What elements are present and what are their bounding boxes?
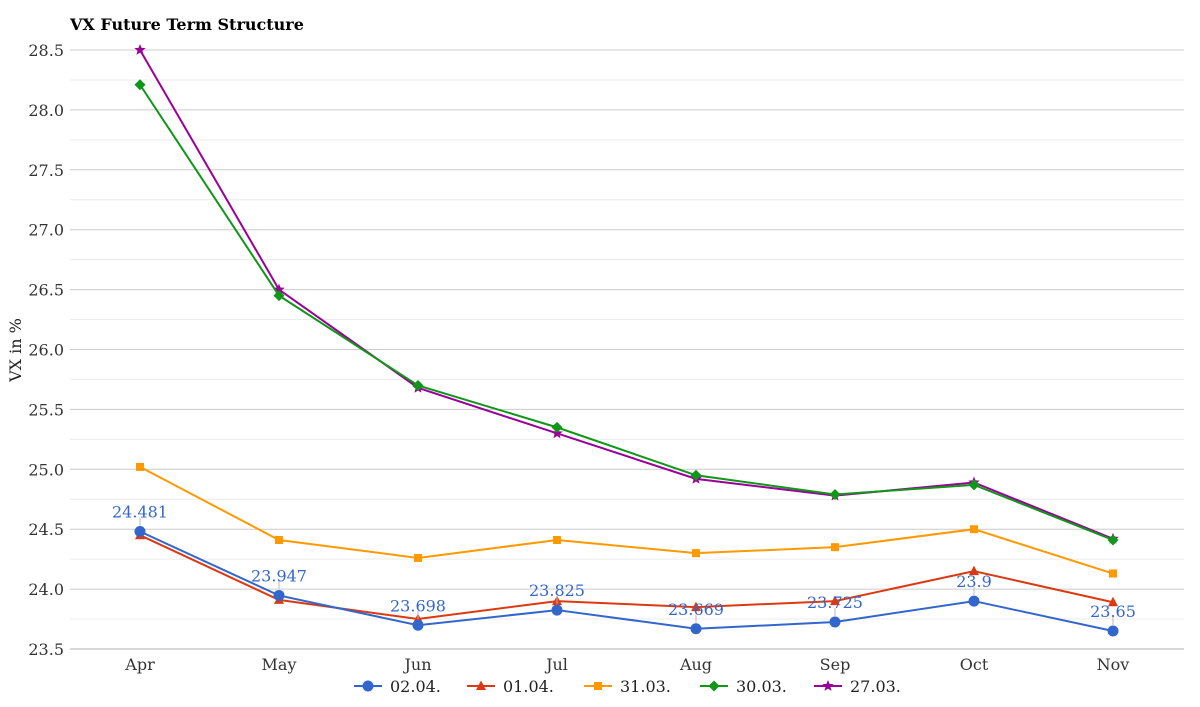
data-label: 23.9 [956, 572, 992, 591]
data-point [1109, 569, 1117, 578]
legend-item: 31.03. [584, 677, 671, 696]
data-point [551, 421, 563, 433]
data-point [969, 565, 979, 576]
legend-item: 30.03. [700, 677, 787, 696]
x-tick-label: Apr [124, 655, 155, 674]
y-tick-label: 28.5 [28, 41, 64, 60]
data-point [136, 462, 144, 471]
data-label: 23.947 [251, 566, 307, 585]
legend-swatch-marker [362, 680, 374, 692]
grid [70, 49, 1184, 650]
data-label: 23.669 [668, 600, 724, 619]
data-point [553, 535, 561, 544]
data-point [831, 543, 839, 552]
series-30-03 [134, 79, 1119, 546]
data-point [829, 488, 841, 500]
series-line [139, 84, 1114, 541]
legend-item: 27.03. [814, 677, 901, 696]
x-tick-label: Oct [960, 655, 989, 674]
data-point [830, 595, 840, 606]
y-tick-label: 24.5 [28, 520, 64, 539]
data-point [1107, 534, 1119, 546]
y-tick-label: 23.5 [28, 640, 64, 659]
legend-swatch-marker [594, 682, 602, 690]
x-tick-label: May [262, 655, 297, 674]
data-point [414, 553, 422, 562]
x-tick-label: Nov [1097, 655, 1130, 674]
legend-swatch-marker [822, 680, 834, 691]
x-tick-label: Aug [679, 655, 712, 674]
series-02-04 [134, 525, 1119, 637]
data-point [1107, 625, 1119, 637]
y-tick-label: 26.5 [28, 281, 64, 300]
y-tick-label: 25.5 [28, 400, 64, 419]
data-point [412, 619, 424, 631]
y-tick-label: 26.0 [28, 341, 64, 360]
data-point [968, 479, 980, 491]
data-point [829, 616, 841, 628]
data-point [412, 379, 424, 391]
y-tick-label: 27.5 [28, 161, 64, 180]
y-tick-label: 27.0 [28, 221, 64, 240]
legend-swatch-marker [476, 680, 486, 690]
legend-label: 30.03. [736, 677, 787, 696]
plot-area [134, 44, 1119, 637]
data-label: 23.698 [390, 596, 446, 615]
data-point [970, 525, 978, 534]
series-line [139, 466, 1114, 575]
data-point [551, 604, 563, 616]
data-point [690, 469, 702, 481]
data-point [134, 44, 146, 55]
series-31-03 [136, 462, 1117, 578]
data-point [968, 595, 980, 607]
y-tick-label: 24.0 [28, 580, 64, 599]
data-point [273, 283, 285, 295]
legend: 02.04. 01.04. 31.03. 30.03. 27.03. [354, 677, 901, 696]
data-label: 23.65 [1090, 602, 1136, 621]
legend-item: 01.04. [467, 677, 554, 696]
data-label: 24.481 [112, 502, 168, 521]
x-tick-label: Sep [820, 655, 851, 674]
legend-swatch-marker [708, 680, 720, 692]
data-point [692, 549, 700, 558]
legend-label: 27.03. [850, 677, 901, 696]
series-line [139, 534, 1114, 621]
x-tick-label: Jun [402, 655, 431, 674]
data-label: 23.725 [807, 593, 863, 612]
y-tick-label: 25.0 [28, 460, 64, 479]
y-axis-label: VX in % [6, 318, 25, 383]
legend-item: 02.04. [354, 677, 441, 696]
data-point [134, 525, 146, 537]
legend-label: 31.03. [620, 677, 671, 696]
data-label: 23.825 [529, 581, 585, 600]
data-point [690, 623, 702, 635]
data-point [273, 589, 285, 601]
data-point [275, 535, 283, 544]
axes: 23.5 24.0 24.5 25.0 25.5 26.0 26.5 27.0 27.5 28.0… [6, 41, 1129, 674]
chart-title: VX Future Term Structure [70, 15, 304, 34]
x-tick-label: Jul [544, 655, 568, 674]
series-line [139, 49, 1114, 540]
data-point [273, 290, 285, 302]
legend-label: 02.04. [390, 677, 441, 696]
y-tick-label: 28.0 [28, 101, 64, 120]
data-point [1108, 596, 1118, 607]
series-line [139, 530, 1114, 633]
legend-label: 01.04. [503, 677, 554, 696]
data-labels: 24.481 23.947 23.698 23.825 23.669 23.725 23.9… [112, 502, 1136, 626]
data-point [691, 601, 701, 612]
data-point [134, 79, 146, 91]
